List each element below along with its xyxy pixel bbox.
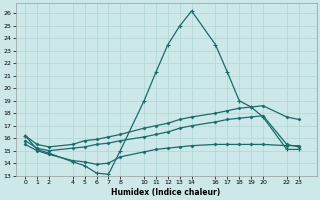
X-axis label: Humidex (Indice chaleur): Humidex (Indice chaleur) bbox=[111, 188, 221, 197]
